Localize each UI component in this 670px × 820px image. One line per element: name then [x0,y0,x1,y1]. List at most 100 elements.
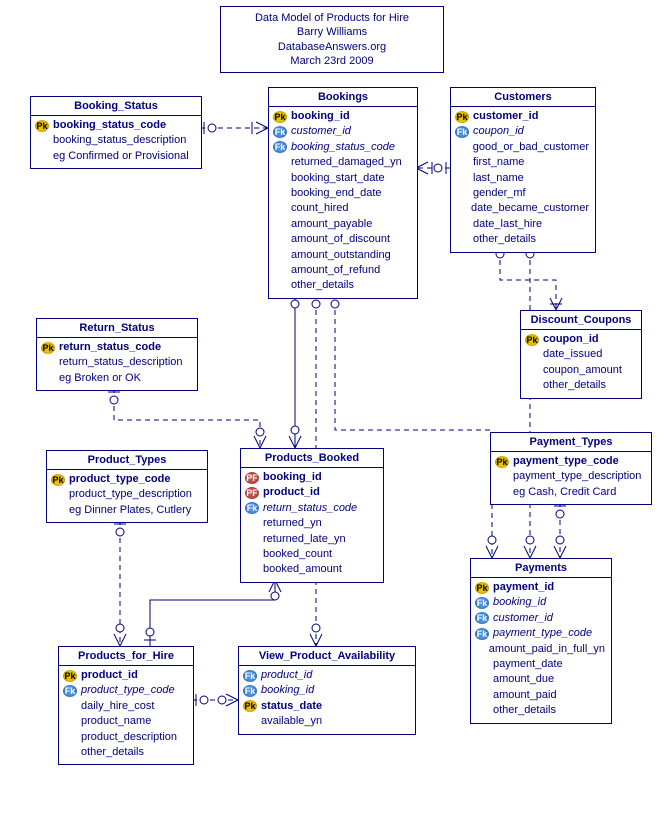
entity-body: Pkproduct_type_codeproduct_type_descript… [47,470,207,522]
field-name: return_status_description [59,355,183,370]
title-line: March 23rd 2009 [231,54,433,68]
field-name: returned_late_yn [263,532,346,547]
field-row: Pkcustomer_id [455,109,589,124]
entity-title: Bookings [269,88,417,107]
field-row: booking_status_description [35,133,195,148]
field-row: amount_of_discount [273,232,411,247]
field-row: Pkstatus_date [243,699,409,714]
entity-body: Pkbooking_status_codebooking_status_desc… [31,116,201,168]
entity-view_product_availability: View_Product_AvailabilityFkproduct_idFkb… [238,646,416,735]
field-row: amount_payable [273,217,411,232]
field-name: gender_mf [473,186,526,201]
field-row: Pkpayment_id [475,580,605,595]
field-name: other_details [543,378,606,393]
entity-discount_coupons: Discount_CouponsPkcoupon_iddate_issuedco… [520,310,642,399]
field-row: returned_damaged_yn [273,155,411,170]
field-name: amount_paid_in_full_yn [489,642,605,657]
field-name: booked_amount [263,562,342,577]
field-row: amount_due [475,672,605,687]
field-name: count_hired [291,201,349,216]
entity-title: Products_Booked [241,449,383,468]
field-row: eg Confirmed or Provisional [35,149,195,164]
title-line: Data Model of Products for Hire [231,11,433,25]
field-name: available_yn [261,714,322,729]
entity-body: Pkbooking_idFkcustomer_idFkbooking_statu… [269,107,417,298]
entity-title: Return_Status [37,319,197,338]
entity-title: Payments [471,559,611,578]
field-row: amount_paid_in_full_yn [475,642,605,657]
field-name: returned_damaged_yn [291,155,402,170]
field-name: customer_id [291,124,351,139]
field-row: amount_outstanding [273,248,411,263]
title-line: Barry Williams [231,25,433,39]
field-name: booking_status_code [291,140,395,155]
field-row: gender_mf [455,186,589,201]
field-name: eg Broken or OK [59,371,141,386]
foreign-key-icon: Fk [63,685,77,697]
field-row: booking_start_date [273,171,411,186]
entity-product_types: Product_TypesPkproduct_type_codeproduct_… [46,450,208,523]
foreign-key-icon: Fk [243,670,257,682]
primary-key-icon: Pk [51,474,65,486]
field-row: daily_hire_cost [63,699,187,714]
field-row: first_name [455,155,589,170]
entity-body: Pkreturn_status_codereturn_status_descri… [37,338,197,390]
field-row: Fkproduct_id [243,668,409,683]
field-row: eg Broken or OK [41,371,191,386]
entity-title: Payment_Types [491,433,651,452]
field-row: amount_of_refund [273,263,411,278]
field-row: good_or_bad_customer [455,140,589,155]
entity-payment_types: Payment_TypesPkpayment_type_codepayment_… [490,432,652,505]
field-row: product_name [63,714,187,729]
primary-key-icon: Pk [475,582,489,594]
field-name: amount_of_discount [291,232,390,247]
field-row: return_status_description [41,355,191,370]
field-name: booking_id [493,595,546,610]
entity-body: Pkcustomer_idFkcoupon_idgood_or_bad_cust… [451,107,595,252]
field-row: date_last_hire [455,217,589,232]
field-row: Pkproduct_type_code [51,472,201,487]
field-name: good_or_bad_customer [473,140,589,155]
field-name: status_date [261,699,322,714]
field-row: Fk payment_type_code [475,626,605,641]
field-row: product_description [63,730,187,745]
field-name: payment_type_description [513,469,641,484]
foreign-key-icon: Fk [243,685,257,697]
field-name: coupon_amount [543,363,622,378]
field-name: booking_id [263,470,322,485]
field-name: product_id [263,485,320,500]
pf-key-icon: PF [245,487,259,499]
field-row: Fkcoupon_id [455,124,589,139]
entity-title: Product_Types [47,451,207,470]
primary-key-icon: Pk [495,456,509,468]
field-row: Pkcoupon_id [525,332,635,347]
field-name: payment_type_code [493,626,592,641]
field-row: date_issued [525,347,635,362]
field-row: PFbooking_id [245,470,377,485]
primary-key-icon: Pk [525,334,539,346]
field-name: payment_date [493,657,563,672]
diagram-title-box: Data Model of Products for HireBarry Wil… [220,6,444,73]
foreign-key-icon: Fk [273,126,287,138]
entity-body: Pkpayment_idFkbooking_idFkcustomer_idFkp… [471,578,611,723]
field-row: eg Dinner Plates, Cutlery [51,503,201,518]
field-row: other_details [475,703,605,718]
field-row: payment_date [475,657,605,672]
field-name: product_name [81,714,151,729]
field-name: booked_count [263,547,332,562]
field-name: booking_id [291,109,350,124]
primary-key-icon: Pk [41,342,55,354]
foreign-key-icon: Fk [475,628,489,640]
field-name: return_status_code [263,501,357,516]
field-name: product_type_code [81,683,175,698]
field-row: Fkbooking_id [243,683,409,698]
field-row: returned_yn [245,516,377,531]
entity-payments: PaymentsPkpayment_idFkbooking_idFkcustom… [470,558,612,724]
foreign-key-icon: Fk [245,502,259,514]
field-name: amount_paid [493,688,557,703]
field-name: last_name [473,171,524,186]
field-name: booking_end_date [291,186,382,201]
field-name: customer_id [473,109,538,124]
field-row: Fk product_type_code [63,683,187,698]
field-name: daily_hire_cost [81,699,154,714]
